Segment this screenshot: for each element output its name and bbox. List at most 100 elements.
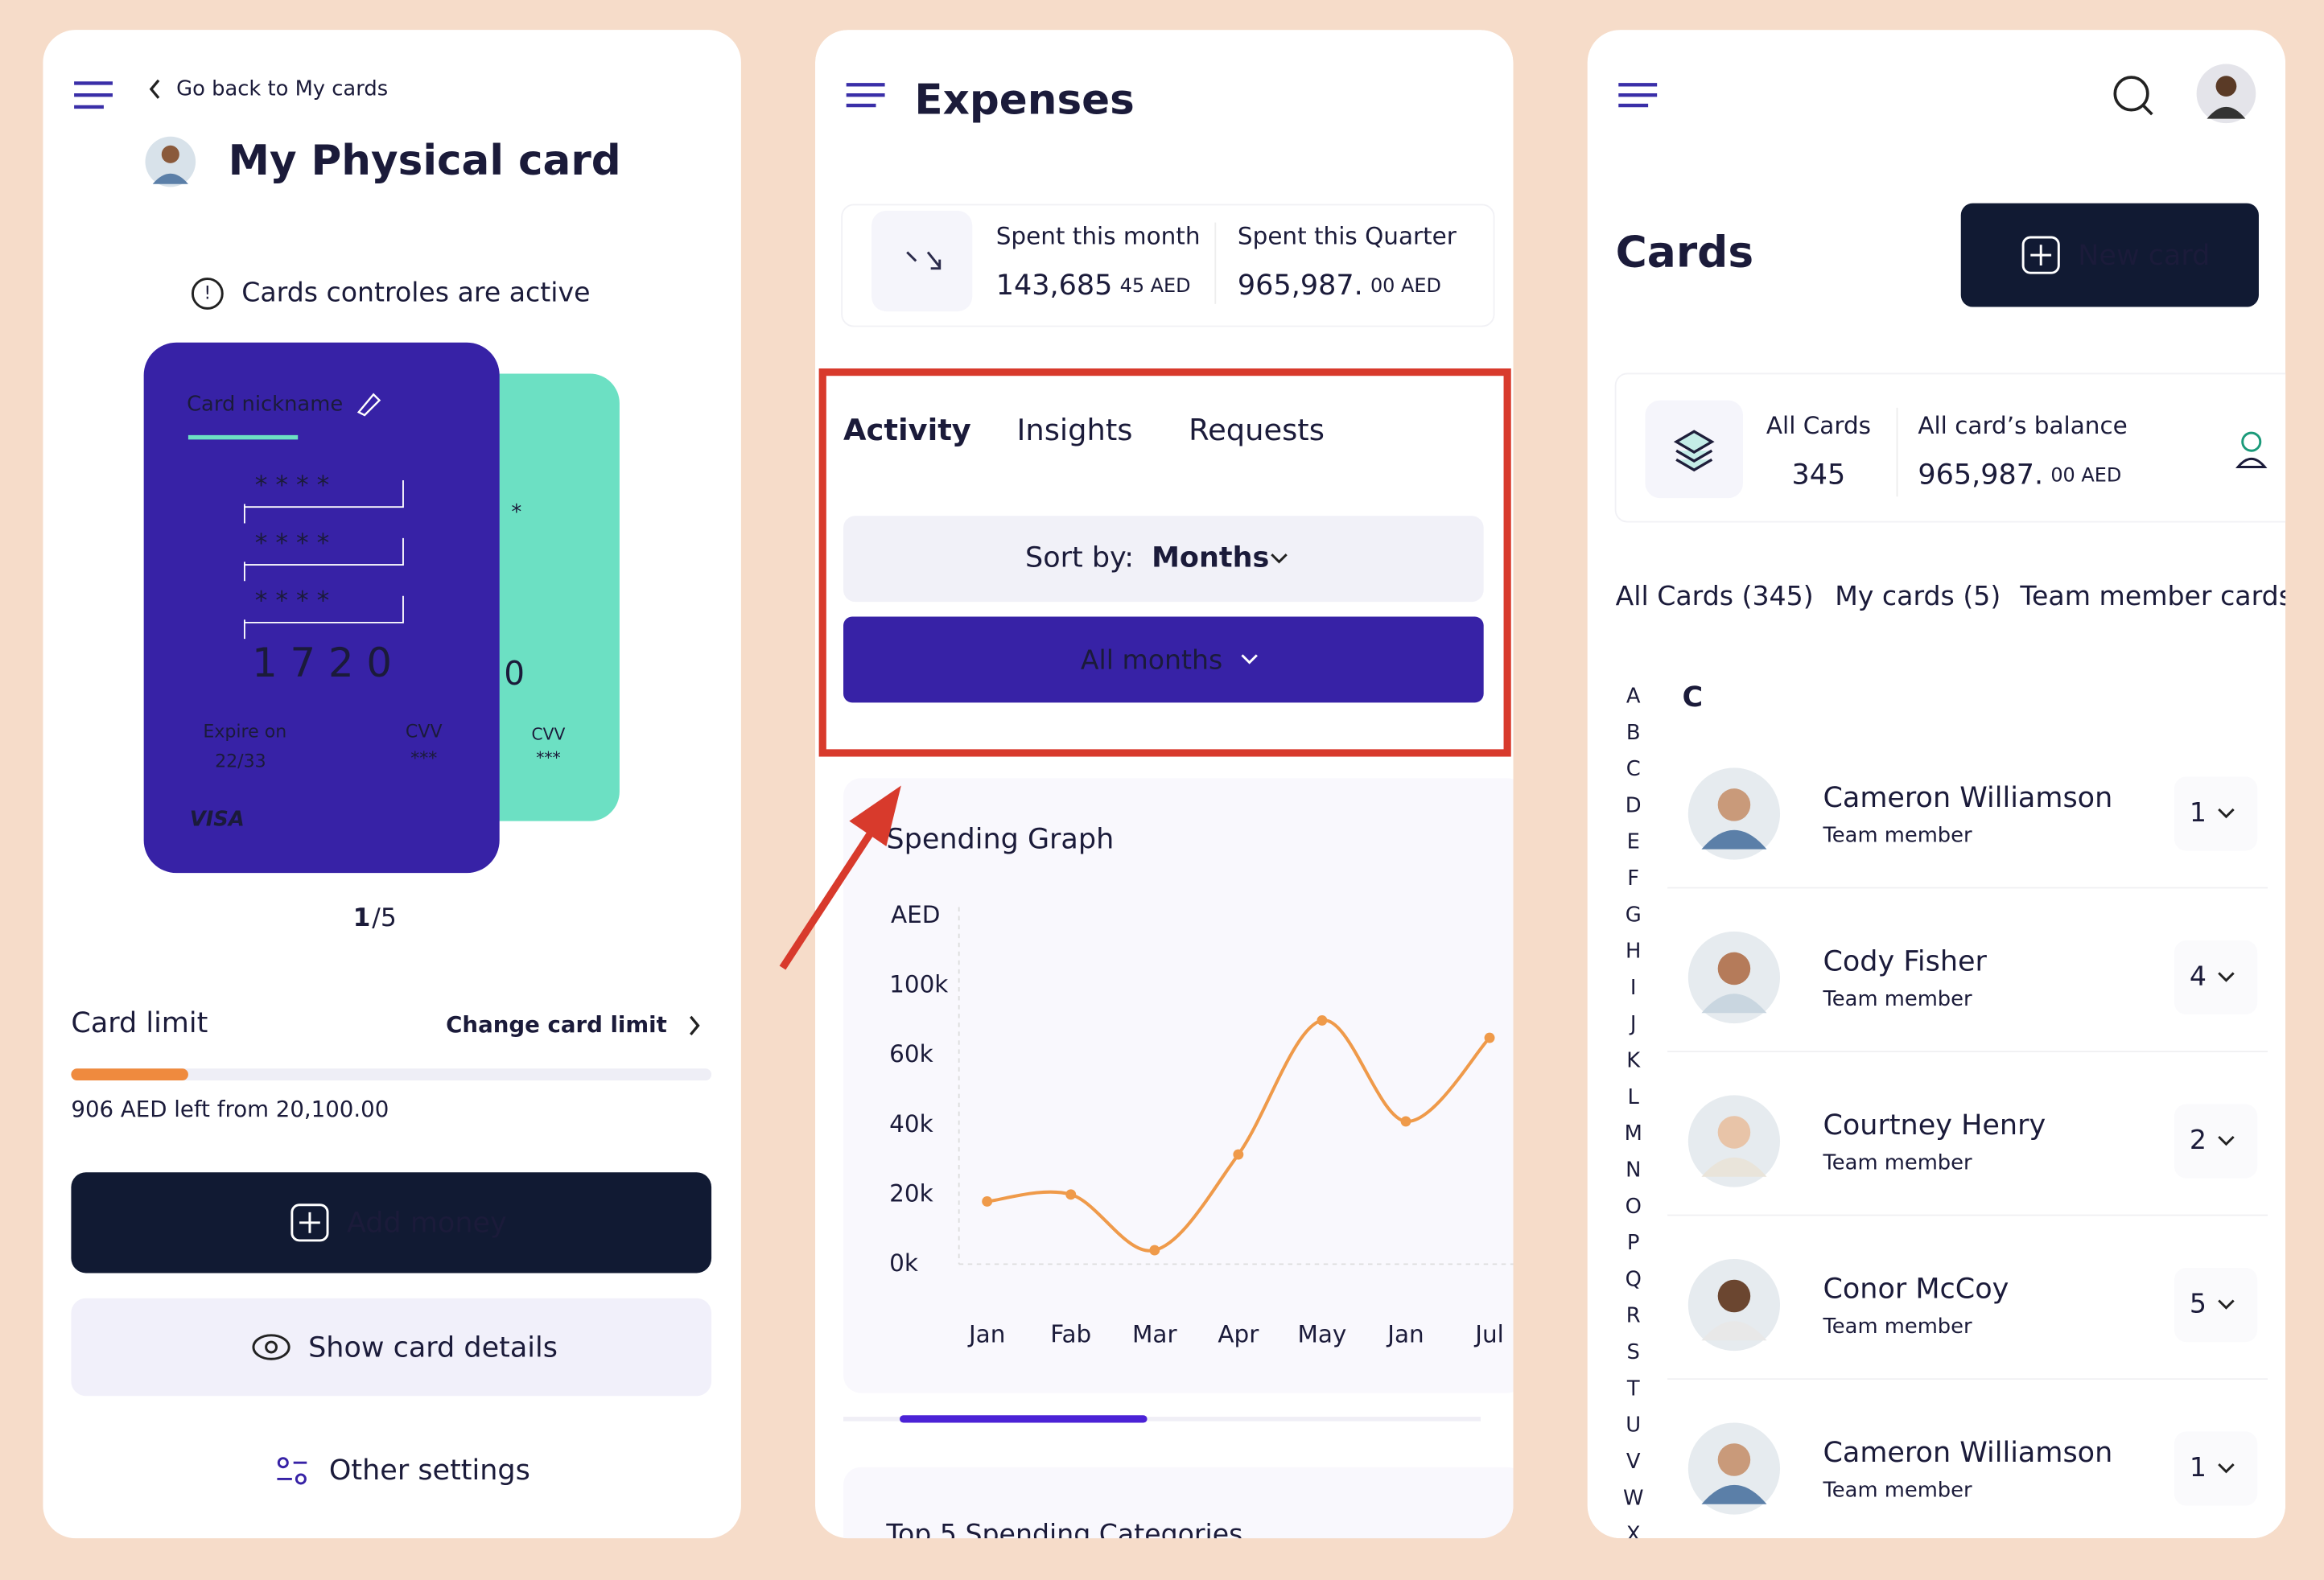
alphabet-letter[interactable]: P xyxy=(1627,1231,1640,1255)
page-title: Expenses xyxy=(914,76,1134,124)
eye-icon xyxy=(252,1334,290,1360)
member-role: Team member xyxy=(1822,1479,1972,1503)
stats-card xyxy=(841,204,1495,327)
member-name: Courtney Henry xyxy=(1823,1109,2046,1142)
add-money-button[interactable] xyxy=(71,1172,712,1273)
y-tick-label: 20k xyxy=(889,1179,933,1207)
member-role: Team member xyxy=(1822,1315,1972,1339)
alphabet-letter[interactable]: B xyxy=(1626,721,1641,745)
avatar-face xyxy=(2215,76,2237,97)
avatar-face xyxy=(161,145,179,163)
alphabet-letter[interactable]: L xyxy=(1628,1085,1640,1109)
data-point xyxy=(982,1196,993,1207)
card-limit-label: Card limit xyxy=(71,1007,208,1039)
edit-icon[interactable] xyxy=(356,393,381,417)
sort-select[interactable] xyxy=(843,516,1484,603)
data-point xyxy=(1065,1189,1077,1200)
digit-frame xyxy=(243,595,404,640)
alphabet-letter[interactable]: S xyxy=(1627,1340,1640,1364)
back-icon[interactable] xyxy=(149,79,160,99)
stat-label: Spent this Quarter xyxy=(1238,222,1457,249)
alphabet-letter[interactable]: E xyxy=(1627,830,1640,854)
show-details-button[interactable] xyxy=(71,1298,712,1397)
count-box[interactable] xyxy=(2174,1104,2258,1179)
avatar-body xyxy=(1701,1157,1767,1177)
data-point xyxy=(1149,1245,1160,1256)
graph-title: Spending Graph xyxy=(886,824,1114,856)
member-row[interactable]: Cameron Williamson Team member 1 xyxy=(1687,1422,2258,1515)
menu-icon[interactable] xyxy=(846,83,885,108)
count-box[interactable] xyxy=(2174,1267,2258,1343)
eye-pupil xyxy=(265,1340,278,1354)
data-point xyxy=(1233,1149,1244,1160)
menu-icon[interactable] xyxy=(74,81,113,109)
digit-frame xyxy=(243,537,404,582)
alphabet-letter[interactable]: Q xyxy=(1626,1267,1642,1291)
back-link[interactable]: Go back to My cards xyxy=(176,76,388,101)
tab[interactable]: Activity xyxy=(843,413,971,447)
tab[interactable]: Insights xyxy=(1017,413,1133,447)
summary-label: All card’s balance xyxy=(1918,412,2127,439)
count-box[interactable] xyxy=(2174,776,2258,851)
graph-card xyxy=(843,778,1514,1393)
member-role: Team member xyxy=(1822,824,1972,848)
alphabet-letter[interactable]: H xyxy=(1626,940,1641,964)
alphabet-letter[interactable]: I xyxy=(1630,976,1637,1000)
middle-panel: Expenses Spent this month 143,685 45 AED Sp… xyxy=(815,30,1514,1549)
count-box[interactable] xyxy=(2174,1431,2258,1506)
alphabet-letter[interactable]: U xyxy=(1626,1413,1641,1438)
alphabet-letter[interactable]: O xyxy=(1626,1195,1642,1219)
back-card-mask: * xyxy=(511,500,521,525)
alphabet-letter[interactable]: N xyxy=(1626,1158,1641,1182)
next-section: Top 5 Spending Categories xyxy=(885,1518,1242,1549)
member-row[interactable]: Cody Fisher Team member 4 xyxy=(1667,931,2268,1053)
member-row[interactable]: Conor McCoy Team member 5 xyxy=(1667,1258,2268,1380)
alphabet-letter[interactable]: K xyxy=(1626,1049,1641,1073)
filter-tab[interactable]: My cards (5) xyxy=(1835,580,2001,611)
member-count: 1 xyxy=(2190,1451,2207,1483)
alphabet-letter[interactable]: G xyxy=(1626,903,1642,927)
alphabet-letter[interactable]: X xyxy=(1626,1523,1641,1547)
avatar-body xyxy=(152,173,188,184)
alphabet-letter[interactable]: R xyxy=(1626,1304,1641,1328)
alphabet-letter[interactable]: M xyxy=(1625,1121,1642,1146)
stat-value: 143,685 xyxy=(996,270,1113,302)
months-button[interactable] xyxy=(843,616,1484,703)
card[interactable] xyxy=(143,342,500,874)
alphabet-letter[interactable]: V xyxy=(1626,1450,1641,1474)
alphabet-letter[interactable]: F xyxy=(1627,866,1639,891)
people-icon xyxy=(2241,431,2262,452)
alphabet-letter[interactable]: W xyxy=(1623,1486,1643,1510)
new-card-label: New card xyxy=(2078,240,2210,272)
next-card xyxy=(843,1467,1514,1539)
alphabet-letter[interactable]: C xyxy=(1626,757,1641,781)
menu-icon[interactable] xyxy=(1618,83,1658,108)
x-tick-label: Jul xyxy=(1473,1320,1504,1348)
filter-tab[interactable]: All Cards (345) xyxy=(1616,580,1814,611)
alphabet-letter[interactable]: T xyxy=(1626,1376,1640,1401)
alphabet-letter[interactable]: J xyxy=(1629,1012,1637,1036)
people-icon-body xyxy=(2235,457,2268,468)
layers-icon xyxy=(1673,430,1715,472)
alphabet-letter[interactable]: D xyxy=(1626,793,1642,817)
member-row[interactable]: Courtney Henry Team member 2 xyxy=(1667,1095,2268,1216)
new-card-button[interactable] xyxy=(1960,203,2259,307)
other-settings[interactable]: Other settings xyxy=(329,1455,530,1487)
plus-icon xyxy=(290,1204,329,1242)
count-box[interactable] xyxy=(2174,940,2258,1015)
scroll-thumb xyxy=(899,1415,1148,1423)
highlight-box xyxy=(818,368,1511,757)
y-tick-label: 0k xyxy=(889,1249,918,1277)
y-tick-label: 40k xyxy=(889,1110,933,1138)
sort-value: Months xyxy=(1152,542,1269,574)
chevron xyxy=(1241,654,1258,665)
search-handle xyxy=(2141,104,2153,116)
search-icon[interactable] xyxy=(2113,76,2149,112)
tab[interactable]: Requests xyxy=(1189,413,1325,447)
alphabet-letter[interactable]: A xyxy=(1626,684,1641,708)
filter-tab[interactable]: Team member cards xyxy=(2019,580,2293,611)
trend-icon xyxy=(906,251,942,270)
member-row[interactable]: Cameron Williamson Team member 1 xyxy=(1667,767,2268,889)
change-limit[interactable]: Change card limit xyxy=(446,1011,667,1038)
